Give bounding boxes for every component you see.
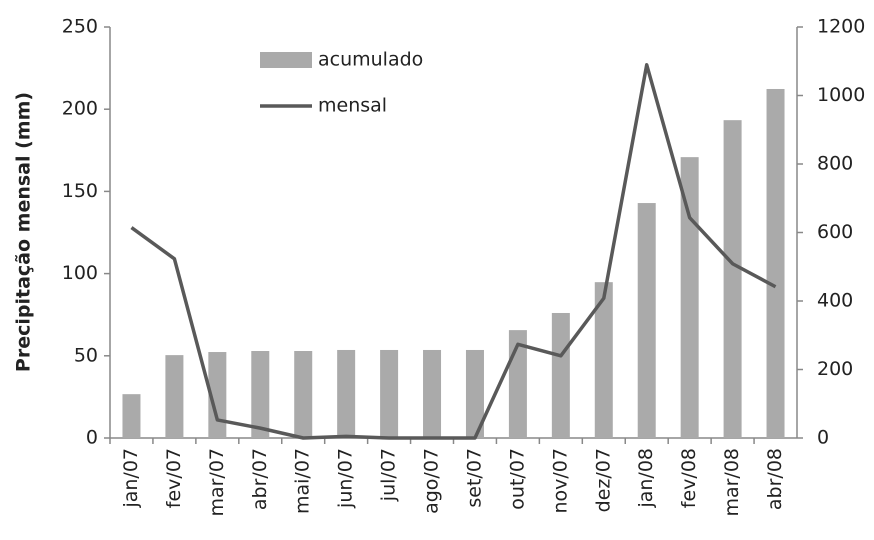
x-tick-label: jan/08 [635, 448, 657, 509]
y-tick-label: 200 [62, 98, 98, 120]
y2-tick-label: 800 [817, 153, 853, 175]
y-tick-label: 100 [62, 262, 98, 284]
x-tick-label: set/07 [463, 448, 485, 508]
x-tick-label: dez/07 [592, 448, 614, 512]
bar [208, 352, 227, 438]
bar [165, 355, 184, 438]
x-tick-label: nov/07 [549, 448, 571, 514]
x-tick-label: mar/08 [721, 448, 743, 517]
y2-tick-label: 600 [817, 221, 853, 243]
x-tick-label: jun/07 [335, 448, 357, 509]
bar [594, 282, 613, 438]
y-tick-label: 0 [86, 427, 98, 449]
y-tick-label: 50 [74, 344, 98, 366]
y-axis-label: Precipitação mensal (mm) [13, 92, 35, 372]
x-tick-label: jul/07 [378, 448, 400, 502]
legend-swatch [260, 52, 312, 68]
y2-tick-label: 200 [817, 358, 853, 380]
bar [294, 351, 313, 438]
bar [551, 312, 570, 438]
x-tick-label: jan/07 [120, 448, 142, 509]
bar [380, 349, 399, 438]
y-tick-label: 250 [62, 16, 98, 38]
x-tick-label: mar/07 [206, 448, 228, 517]
line [130, 63, 777, 440]
y2-tick-label: 1000 [817, 84, 865, 106]
bar [465, 349, 484, 438]
x-tick-label: fev/08 [678, 448, 700, 508]
y-tick-label: 150 [62, 180, 98, 202]
bar [337, 349, 356, 438]
y2-tick-label: 1200 [817, 16, 865, 38]
x-tick-label: abr/08 [764, 448, 786, 510]
bar [423, 349, 442, 438]
bar [122, 394, 141, 438]
legend-label: acumulado [318, 49, 423, 71]
bar [251, 351, 270, 438]
x-tick-label: out/07 [506, 448, 528, 510]
x-tick-label: mai/07 [292, 448, 314, 514]
x-tick-label: ago/07 [421, 448, 443, 514]
bar [637, 203, 656, 438]
bar [723, 120, 742, 438]
y2-tick-label: 0 [817, 427, 829, 449]
y2-tick-label: 400 [817, 290, 853, 312]
x-tick-label: fev/07 [163, 448, 185, 508]
legend-label: mensal [318, 95, 387, 117]
bar [766, 88, 785, 439]
x-tick-label: abr/07 [249, 448, 271, 510]
bar [680, 157, 699, 438]
